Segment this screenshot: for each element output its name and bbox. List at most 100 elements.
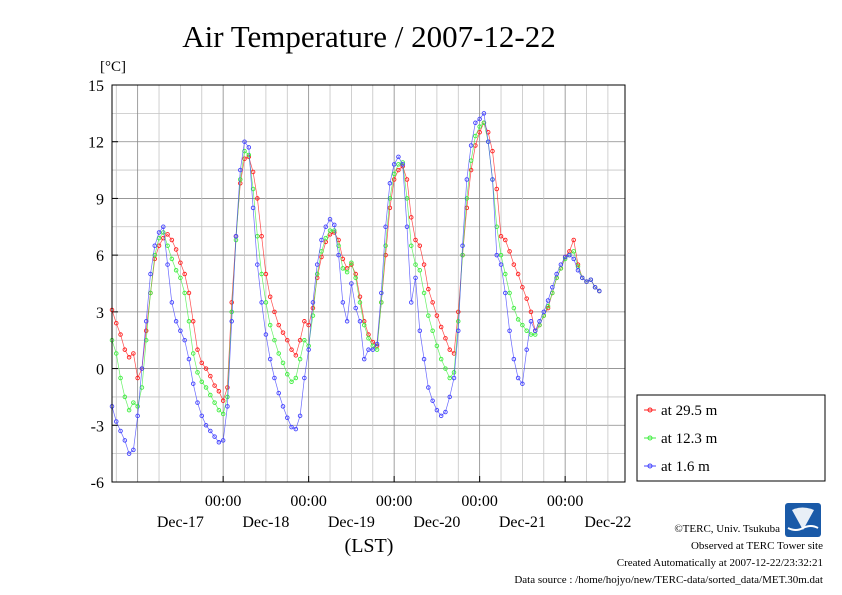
data-point — [233, 233, 239, 239]
data-point — [242, 139, 247, 144]
data-point — [404, 177, 410, 182]
data-point — [430, 300, 435, 305]
x-tick-time: 00:00 — [290, 493, 326, 510]
data-point — [267, 322, 273, 328]
data-point — [421, 262, 427, 267]
data-point — [314, 271, 320, 277]
data-point — [357, 319, 363, 324]
data-point — [379, 290, 384, 296]
legend-label: at 1.6 m — [661, 459, 710, 475]
grid-lines — [112, 84, 625, 483]
data-point — [173, 247, 179, 252]
data-point — [344, 319, 350, 324]
data-point — [280, 404, 286, 409]
data-point — [515, 317, 521, 322]
data-point — [152, 252, 157, 258]
data-point — [280, 330, 286, 335]
chart-title: Air Temperature / 2007-12-22 — [182, 19, 555, 54]
series-line — [111, 112, 600, 455]
legend-box — [636, 394, 826, 482]
data-point — [434, 407, 440, 413]
data-point — [336, 252, 341, 258]
data-point — [285, 415, 290, 420]
data-point — [186, 319, 192, 324]
data-point — [503, 271, 508, 277]
x-tick-date: Dec-18 — [242, 514, 289, 531]
data-point — [126, 354, 132, 360]
data-point — [396, 162, 401, 167]
data-point — [293, 353, 299, 358]
data-point — [468, 143, 474, 148]
data-point — [272, 309, 277, 315]
data-point — [186, 356, 192, 362]
terc-logo — [785, 503, 821, 537]
data-point — [263, 300, 269, 305]
data-point — [178, 328, 183, 334]
footer-created: Created Automatically at 2007-12-22/23:3… — [617, 557, 823, 569]
data-point — [528, 319, 534, 324]
data-point — [272, 375, 277, 381]
data-point — [216, 389, 222, 394]
data-point — [182, 290, 187, 296]
data-point — [421, 290, 427, 296]
data-point — [208, 428, 213, 434]
data-point — [178, 260, 183, 265]
data-point — [135, 404, 140, 409]
y-tick-label: -6 — [91, 475, 104, 492]
data-point — [490, 148, 495, 154]
data-point — [122, 347, 128, 352]
logo-drop-icon — [792, 507, 814, 530]
data-point — [340, 300, 346, 305]
data-point — [225, 404, 230, 409]
data-point — [464, 177, 470, 182]
data-point — [387, 205, 393, 211]
data-point — [165, 262, 170, 267]
data-point — [460, 252, 465, 258]
data-point — [280, 360, 286, 366]
data-point — [349, 260, 354, 265]
data-point — [310, 305, 316, 311]
data-point — [438, 324, 444, 330]
data-point — [237, 177, 243, 182]
data-point — [541, 309, 547, 315]
data-point — [114, 320, 119, 326]
data-point — [126, 407, 132, 413]
data-point — [297, 337, 303, 343]
footer-credits: ©TERC, Univ. Tsukuba Observed at TERC To… — [514, 523, 823, 586]
data-point — [550, 285, 555, 290]
data-point — [122, 394, 128, 400]
data-point — [511, 356, 517, 362]
legend: at 29.5 m at 12.3 m at 1.6 m — [636, 394, 826, 482]
data-point — [131, 400, 136, 405]
data-point — [396, 167, 401, 173]
data-point — [336, 243, 341, 248]
data-point — [195, 370, 200, 375]
data-point — [417, 243, 423, 248]
data-point — [447, 347, 452, 352]
data-point — [426, 286, 431, 292]
data-point — [118, 332, 123, 337]
data-point — [571, 249, 576, 254]
data-point — [511, 262, 517, 267]
data-point — [344, 269, 350, 275]
data-point — [409, 243, 414, 248]
data-point — [276, 390, 281, 396]
y-tick-label: 6 — [96, 248, 104, 265]
data-point — [366, 347, 371, 352]
data-point — [156, 230, 162, 235]
data-point — [272, 337, 277, 343]
data-point — [190, 319, 196, 324]
data-point — [443, 336, 448, 341]
data-point — [122, 438, 128, 443]
data-point — [131, 447, 136, 453]
data-point — [319, 237, 324, 243]
series-line — [111, 122, 600, 415]
data-point — [366, 336, 371, 341]
data-point — [169, 300, 175, 305]
data-point — [507, 290, 512, 296]
data-point — [571, 256, 576, 262]
data-point — [558, 262, 564, 267]
data-point — [259, 300, 264, 305]
x-tick-time: 00:00 — [376, 493, 412, 510]
